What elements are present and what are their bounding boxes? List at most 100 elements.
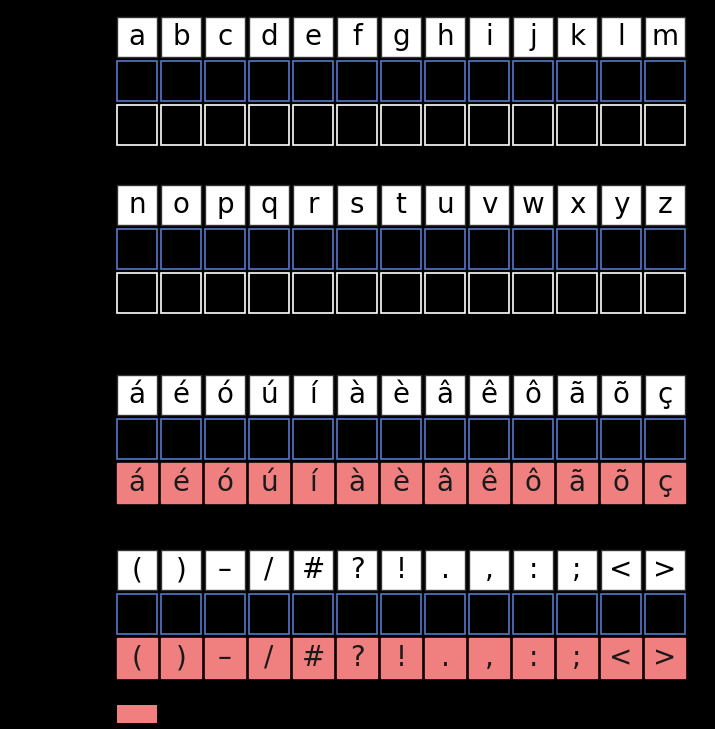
Bar: [381, 273, 421, 313]
Text: á: á: [129, 381, 145, 409]
Bar: [469, 419, 509, 459]
Bar: [425, 463, 465, 503]
Bar: [645, 17, 685, 57]
Text: x: x: [569, 191, 585, 219]
Bar: [381, 550, 421, 590]
Text: õ: õ: [613, 381, 629, 409]
Bar: [249, 229, 289, 269]
Bar: [557, 229, 597, 269]
Text: ): ): [176, 556, 187, 584]
Text: à: à: [348, 469, 365, 497]
Text: !: !: [395, 644, 407, 672]
Bar: [469, 185, 509, 225]
Bar: [205, 550, 245, 590]
Bar: [645, 273, 685, 313]
Bar: [337, 17, 377, 57]
Bar: [205, 17, 245, 57]
Bar: [293, 419, 333, 459]
Text: >: >: [654, 644, 676, 672]
Bar: [645, 463, 685, 503]
Text: ú: ú: [260, 469, 278, 497]
Bar: [425, 419, 465, 459]
Bar: [337, 375, 377, 415]
Text: –: –: [218, 644, 232, 672]
Bar: [117, 419, 157, 459]
Text: ó: ó: [217, 469, 233, 497]
Bar: [249, 638, 289, 678]
Bar: [513, 375, 553, 415]
Text: ): ): [176, 644, 187, 672]
Bar: [469, 17, 509, 57]
Bar: [337, 273, 377, 313]
Text: ;: ;: [572, 644, 582, 672]
Text: d: d: [260, 23, 278, 51]
Text: ?: ?: [350, 556, 365, 584]
Bar: [601, 638, 641, 678]
Text: <: <: [609, 644, 633, 672]
Bar: [645, 61, 685, 101]
Bar: [337, 185, 377, 225]
Bar: [161, 594, 201, 634]
Bar: [557, 594, 597, 634]
Bar: [249, 419, 289, 459]
Bar: [381, 594, 421, 634]
Bar: [381, 463, 421, 503]
Text: ú: ú: [260, 381, 278, 409]
Text: ê: ê: [480, 469, 498, 497]
Bar: [205, 229, 245, 269]
Bar: [117, 705, 157, 723]
Bar: [601, 17, 641, 57]
Bar: [249, 61, 289, 101]
Bar: [293, 375, 333, 415]
Bar: [205, 61, 245, 101]
Text: é: é: [172, 469, 189, 497]
Bar: [513, 638, 553, 678]
Bar: [513, 17, 553, 57]
Text: v: v: [480, 191, 497, 219]
Bar: [513, 229, 553, 269]
Bar: [249, 375, 289, 415]
Text: c: c: [217, 23, 232, 51]
Text: m: m: [651, 23, 679, 51]
Bar: [249, 550, 289, 590]
Text: è: è: [393, 381, 410, 409]
Bar: [645, 638, 685, 678]
Bar: [161, 273, 201, 313]
Bar: [601, 375, 641, 415]
Text: t: t: [395, 191, 406, 219]
Text: –: –: [218, 556, 232, 584]
Bar: [205, 185, 245, 225]
Bar: [557, 463, 597, 503]
Bar: [293, 17, 333, 57]
Text: (: (: [132, 556, 142, 584]
Bar: [117, 463, 157, 503]
Text: ç: ç: [657, 381, 673, 409]
Bar: [161, 375, 201, 415]
Bar: [293, 61, 333, 101]
Bar: [293, 594, 333, 634]
Text: a: a: [129, 23, 145, 51]
Bar: [293, 105, 333, 145]
Bar: [601, 61, 641, 101]
Bar: [117, 273, 157, 313]
Bar: [425, 17, 465, 57]
Text: .: .: [440, 556, 450, 584]
Bar: [513, 61, 553, 101]
Text: b: b: [172, 23, 189, 51]
Bar: [469, 594, 509, 634]
Text: .: .: [440, 644, 450, 672]
Bar: [425, 273, 465, 313]
Text: q: q: [260, 191, 278, 219]
Bar: [513, 273, 553, 313]
Bar: [557, 550, 597, 590]
Text: :: :: [528, 644, 538, 672]
Text: ,: ,: [485, 556, 493, 584]
Bar: [645, 229, 685, 269]
Bar: [381, 185, 421, 225]
Bar: [645, 419, 685, 459]
Bar: [381, 375, 421, 415]
Bar: [161, 105, 201, 145]
Text: ã: ã: [568, 381, 586, 409]
Text: ç: ç: [657, 469, 673, 497]
Bar: [117, 185, 157, 225]
